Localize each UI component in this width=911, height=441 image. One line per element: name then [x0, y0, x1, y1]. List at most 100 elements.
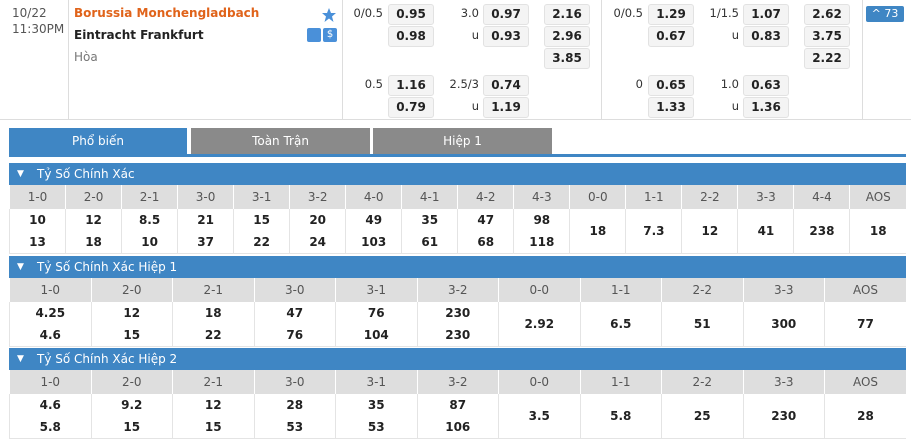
- odds-box[interactable]: 1.16: [388, 75, 434, 96]
- odds-cell[interactable]: 3.5: [498, 394, 580, 439]
- odds-cell[interactable]: 7.3: [625, 209, 682, 254]
- odds-cell[interactable]: 103: [345, 231, 402, 254]
- section-title[interactable]: Tỷ Số Chính Xác ▼: [9, 163, 906, 185]
- odds-cell[interactable]: 18: [849, 209, 906, 254]
- odds-cell[interactable]: 118: [513, 231, 570, 254]
- odds-box[interactable]: 0.93: [483, 26, 529, 47]
- tab[interactable]: Phổ biến: [9, 128, 187, 157]
- favorite-star[interactable]: [322, 8, 336, 22]
- odds-box[interactable]: 0.98: [388, 26, 434, 47]
- odds-cell[interactable]: 68: [457, 231, 514, 254]
- score-table: 1-0 2-0 2-1 3-0 3-1 3-2 4-0 4-1 4-2 4-3 0-0 1-1 2-2 3…: [8, 185, 906, 254]
- collapse-arrow[interactable]: ▼: [17, 169, 24, 179]
- collapse-arrow[interactable]: ▼: [17, 354, 24, 364]
- odds-cell[interactable]: 49: [345, 209, 402, 231]
- odds-box[interactable]: 0.74: [483, 75, 529, 96]
- under-label: u: [471, 28, 479, 42]
- odds-box[interactable]: 1.19: [483, 97, 529, 118]
- collapse-arrow[interactable]: ▼: [17, 262, 24, 272]
- header-row: 1-0 2-0 2-1 3-0 3-1 3-2 0-0 1-1 2-2 3-3 AOS: [9, 278, 906, 302]
- odds-cell[interactable]: 13: [8, 231, 66, 254]
- odds-cell[interactable]: 47: [457, 209, 514, 231]
- stats-icon[interactable]: [307, 28, 321, 42]
- odds-cell[interactable]: 15: [90, 416, 173, 439]
- odds-box[interactable]: 1.36: [743, 97, 789, 118]
- odds-box[interactable]: 0.79: [388, 97, 434, 118]
- odds-cell[interactable]: 98: [513, 209, 570, 231]
- tab[interactable]: Toàn Trận: [191, 128, 370, 154]
- odds-box[interactable]: 0.67: [648, 26, 694, 47]
- odds-box[interactable]: 3.85: [544, 48, 590, 69]
- odds-cell[interactable]: 230: [416, 302, 499, 324]
- odds-cell[interactable]: 230: [416, 324, 499, 347]
- odds-cell[interactable]: 28: [253, 394, 336, 416]
- odds-cell[interactable]: 4.6: [9, 394, 91, 416]
- odds-box[interactable]: 0.83: [743, 26, 789, 47]
- odds-box[interactable]: 2.22: [804, 48, 850, 69]
- odds-cell[interactable]: 12: [681, 209, 738, 254]
- odds-cell[interactable]: 230: [742, 394, 825, 439]
- odds-box[interactable]: 1.07: [743, 4, 789, 25]
- odds-cell[interactable]: 18: [569, 209, 626, 254]
- odds-cell[interactable]: 21: [177, 209, 234, 231]
- odds-cell[interactable]: 76: [253, 324, 336, 347]
- odds-cell[interactable]: 15: [172, 416, 254, 439]
- odds-box[interactable]: 2.62: [804, 4, 850, 25]
- odds-cell[interactable]: 18: [172, 302, 254, 324]
- odds-cell[interactable]: 300: [742, 302, 825, 347]
- odds-cell[interactable]: 47: [253, 302, 336, 324]
- odds-cell[interactable]: 106: [416, 416, 499, 439]
- odds-cell[interactable]: 5.8: [579, 394, 662, 439]
- odds-cell[interactable]: 104: [335, 324, 417, 347]
- odds-cell[interactable]: 76: [335, 302, 417, 324]
- odds-cell[interactable]: 25: [661, 394, 743, 439]
- odds-cell[interactable]: 12: [90, 302, 173, 324]
- odds-box[interactable]: 3.75: [804, 26, 850, 47]
- odds-cell[interactable]: 18: [65, 231, 122, 254]
- away-team[interactable]: Eintracht Frankfurt: [74, 28, 204, 42]
- home-team[interactable]: Borussia Monchengladbach: [74, 6, 260, 20]
- odds-cell[interactable]: 20: [289, 209, 346, 231]
- odds-cell[interactable]: 51: [661, 302, 743, 347]
- odds-cell[interactable]: 24: [289, 231, 346, 254]
- odds-cell[interactable]: 238: [793, 209, 850, 254]
- odds-cell[interactable]: 61: [401, 231, 458, 254]
- odds-cell[interactable]: 53: [335, 416, 417, 439]
- odds-cell[interactable]: 22: [233, 231, 290, 254]
- odds-box[interactable]: 0.95: [388, 4, 434, 25]
- odds-box[interactable]: 1.29: [648, 4, 694, 25]
- odds-box[interactable]: 2.96: [544, 26, 590, 47]
- dollar-icon[interactable]: $: [323, 28, 337, 42]
- odds-cell[interactable]: 10: [121, 231, 178, 254]
- odds-cell[interactable]: 6.5: [579, 302, 662, 347]
- odds-cell[interactable]: 9.2: [90, 394, 173, 416]
- odds-cell[interactable]: 28: [824, 394, 906, 439]
- odds-cell[interactable]: 8.5: [121, 209, 178, 231]
- odds-box[interactable]: 0.65: [648, 75, 694, 96]
- odds-cell[interactable]: 87: [416, 394, 499, 416]
- odds-box[interactable]: 0.63: [743, 75, 789, 96]
- odds-box[interactable]: 1.33: [648, 97, 694, 118]
- odds-box[interactable]: 0.97: [483, 4, 529, 25]
- odds-cell[interactable]: 5.8: [9, 416, 91, 439]
- odds-cell[interactable]: 37: [177, 231, 234, 254]
- odds-cell[interactable]: 35: [335, 394, 417, 416]
- more-button[interactable]: ^ 73: [866, 6, 904, 22]
- odds-cell[interactable]: 12: [172, 394, 254, 416]
- odds-cell[interactable]: 4.6: [9, 324, 91, 347]
- odds-cell[interactable]: 77: [824, 302, 906, 347]
- odds-cell[interactable]: 41: [737, 209, 794, 254]
- tab[interactable]: Hiệp 1: [373, 128, 552, 154]
- section-title[interactable]: Tỷ Số Chính Xác Hiệp 2 ▼: [9, 348, 906, 370]
- odds-cell[interactable]: 2.92: [498, 302, 580, 347]
- odds-cell[interactable]: 12: [65, 209, 122, 231]
- odds-cell[interactable]: 53: [253, 416, 336, 439]
- odds-cell[interactable]: 15: [90, 324, 173, 347]
- odds-cell[interactable]: 22: [172, 324, 254, 347]
- section-title[interactable]: Tỷ Số Chính Xác Hiệp 1 ▼: [9, 256, 906, 278]
- odds-cell[interactable]: 4.25: [9, 302, 91, 324]
- odds-cell[interactable]: 10: [8, 209, 66, 231]
- odds-cell[interactable]: 15: [233, 209, 290, 231]
- odds-cell[interactable]: 35: [401, 209, 458, 231]
- odds-box[interactable]: 2.16: [544, 4, 590, 25]
